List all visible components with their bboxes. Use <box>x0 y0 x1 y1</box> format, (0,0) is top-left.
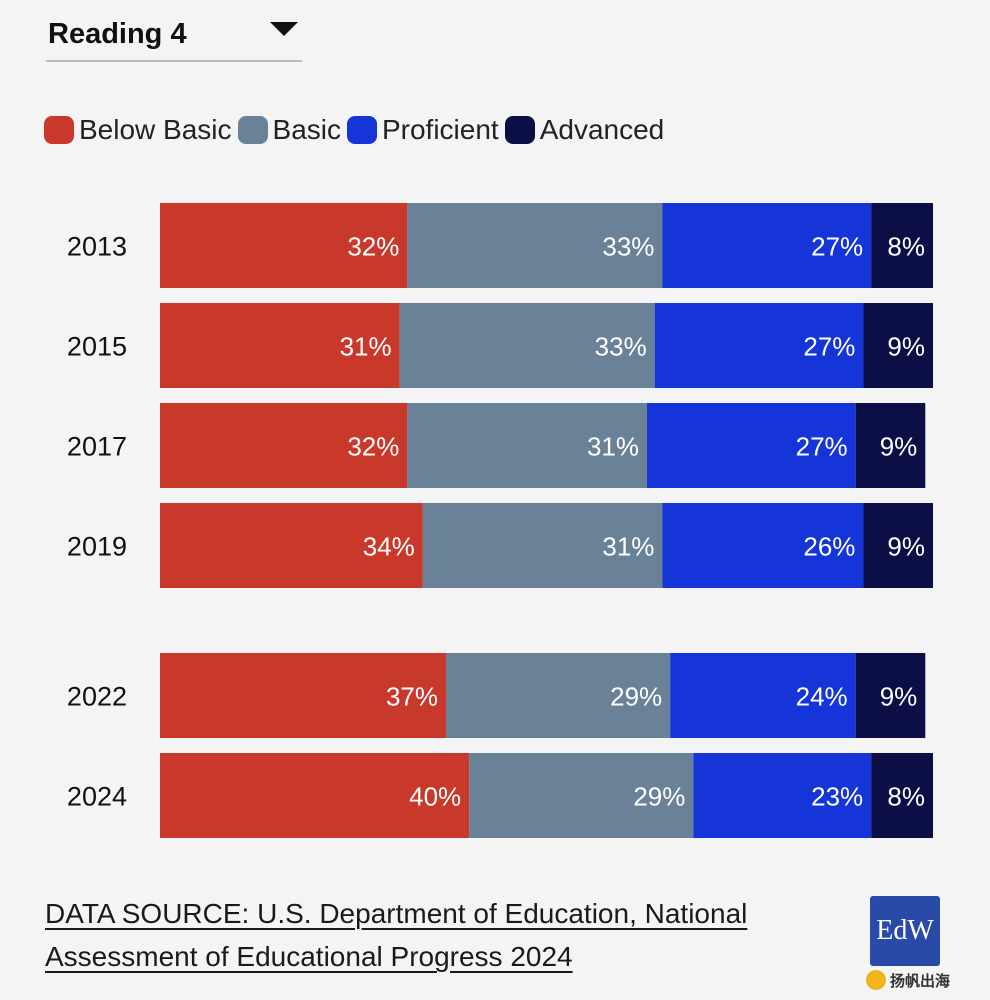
bar-segment-advanced-2015 <box>863 303 933 388</box>
legend-swatch <box>44 116 74 144</box>
data-label-advanced-2022: 9% <box>880 682 918 712</box>
data-label-below-basic-2019: 34% <box>363 532 415 562</box>
watermark-icon <box>866 970 886 990</box>
data-label-advanced-2017: 9% <box>880 432 918 462</box>
data-label-proficient-2024: 23% <box>811 782 863 812</box>
bar-segment-below-basic-2019 <box>160 503 423 588</box>
data-label-below-basic-2017: 32% <box>347 432 399 462</box>
bar-segment-proficient-2013 <box>662 203 872 288</box>
data-label-basic-2019: 31% <box>602 532 654 562</box>
data-label-basic-2015: 33% <box>595 332 647 362</box>
legend-swatch <box>504 116 535 144</box>
bar-segment-advanced-2024 <box>871 753 933 838</box>
data-source-line-1: DATA SOURCE: U.S. Department of Educatio… <box>45 898 748 929</box>
data-label-basic-2022: 29% <box>610 682 662 712</box>
logo-text: EdW <box>876 915 934 946</box>
data-label-advanced-2015: 9% <box>887 332 925 362</box>
year-label-2015: 2015 <box>67 332 127 362</box>
data-label-proficient-2015: 27% <box>803 332 855 362</box>
year-label-2024: 2024 <box>67 782 127 812</box>
data-label-proficient-2022: 24% <box>796 682 848 712</box>
legend-item-below-basic: Below Basic <box>44 114 232 146</box>
data-source-line-2: Assessment of Educational Progress 2024 <box>45 941 573 972</box>
bar-segment-advanced-2013 <box>871 203 933 288</box>
bar-segment-proficient-2022 <box>670 653 856 738</box>
data-source-note: DATA SOURCE: U.S. Department of Educatio… <box>45 892 805 978</box>
data-label-below-basic-2024: 40% <box>409 782 461 812</box>
data-label-below-basic-2013: 32% <box>347 232 399 262</box>
data-label-below-basic-2022: 37% <box>386 682 438 712</box>
subject-dropdown[interactable]: Reading 4 <box>46 8 302 62</box>
year-label-2019: 2019 <box>67 532 127 562</box>
bar-segment-below-basic-2017 <box>160 403 408 488</box>
watermark: 扬帆出海 <box>866 968 950 992</box>
caret-down-icon <box>270 22 298 43</box>
bar-segment-basic-2024 <box>469 753 694 838</box>
bar-segment-basic-2015 <box>399 303 655 388</box>
data-label-basic-2024: 29% <box>633 782 685 812</box>
bar-segment-below-basic-2022 <box>160 653 447 738</box>
legend-swatch <box>237 116 268 144</box>
legend-swatch <box>346 116 377 144</box>
legend-label: Proficient <box>381 114 499 145</box>
bar-segment-advanced-2017 <box>855 403 926 488</box>
chart-legend: Below Basic Basic Proficient Advanced <box>44 110 670 150</box>
data-label-advanced-2013: 8% <box>887 232 925 262</box>
legend-item-proficient: Proficient <box>346 114 499 146</box>
data-label-advanced-2024: 8% <box>887 782 925 812</box>
data-label-basic-2017: 31% <box>587 432 639 462</box>
bar-segment-proficient-2019 <box>662 503 864 588</box>
data-label-advanced-2019: 9% <box>887 532 925 562</box>
legend-item-basic: Basic <box>237 114 341 146</box>
data-label-proficient-2019: 26% <box>803 532 855 562</box>
year-label-2017: 2017 <box>67 432 127 462</box>
data-label-below-basic-2015: 31% <box>340 332 392 362</box>
data-label-basic-2013: 33% <box>602 232 654 262</box>
bar-segment-basic-2013 <box>407 203 663 288</box>
bar-segment-below-basic-2015 <box>160 303 400 388</box>
bar-segment-basic-2019 <box>422 503 663 588</box>
bar-segment-proficient-2024 <box>693 753 872 838</box>
edweek-logo: EdW <box>870 896 940 966</box>
stacked-bar-chart: 2013 32% 33% 27% 8% 2015 31% 33% 27% 9% 2017 32% 31%… <box>67 203 933 838</box>
bar-segment-advanced-2019 <box>863 503 933 588</box>
bar-segment-below-basic-2024 <box>160 753 470 838</box>
bar-segment-proficient-2017 <box>646 403 856 488</box>
dropdown-selected-label: Reading 4 <box>48 18 187 50</box>
data-label-proficient-2013: 27% <box>811 232 863 262</box>
year-label-2022: 2022 <box>67 682 127 712</box>
legend-label: Basic <box>272 114 341 145</box>
bar-segment-basic-2022 <box>446 653 671 738</box>
bar-segment-below-basic-2013 <box>160 203 408 288</box>
watermark-text: 扬帆出海 <box>890 972 951 990</box>
year-label-2013: 2013 <box>67 232 127 262</box>
bar-segment-advanced-2022 <box>855 653 926 738</box>
legend-label: Below Basic <box>79 114 232 145</box>
data-label-proficient-2017: 27% <box>796 432 848 462</box>
bar-segment-proficient-2015 <box>654 303 864 388</box>
bar-segment-basic-2017 <box>407 403 647 488</box>
legend-item-advanced: Advanced <box>504 114 665 146</box>
legend-label: Advanced <box>539 114 665 145</box>
